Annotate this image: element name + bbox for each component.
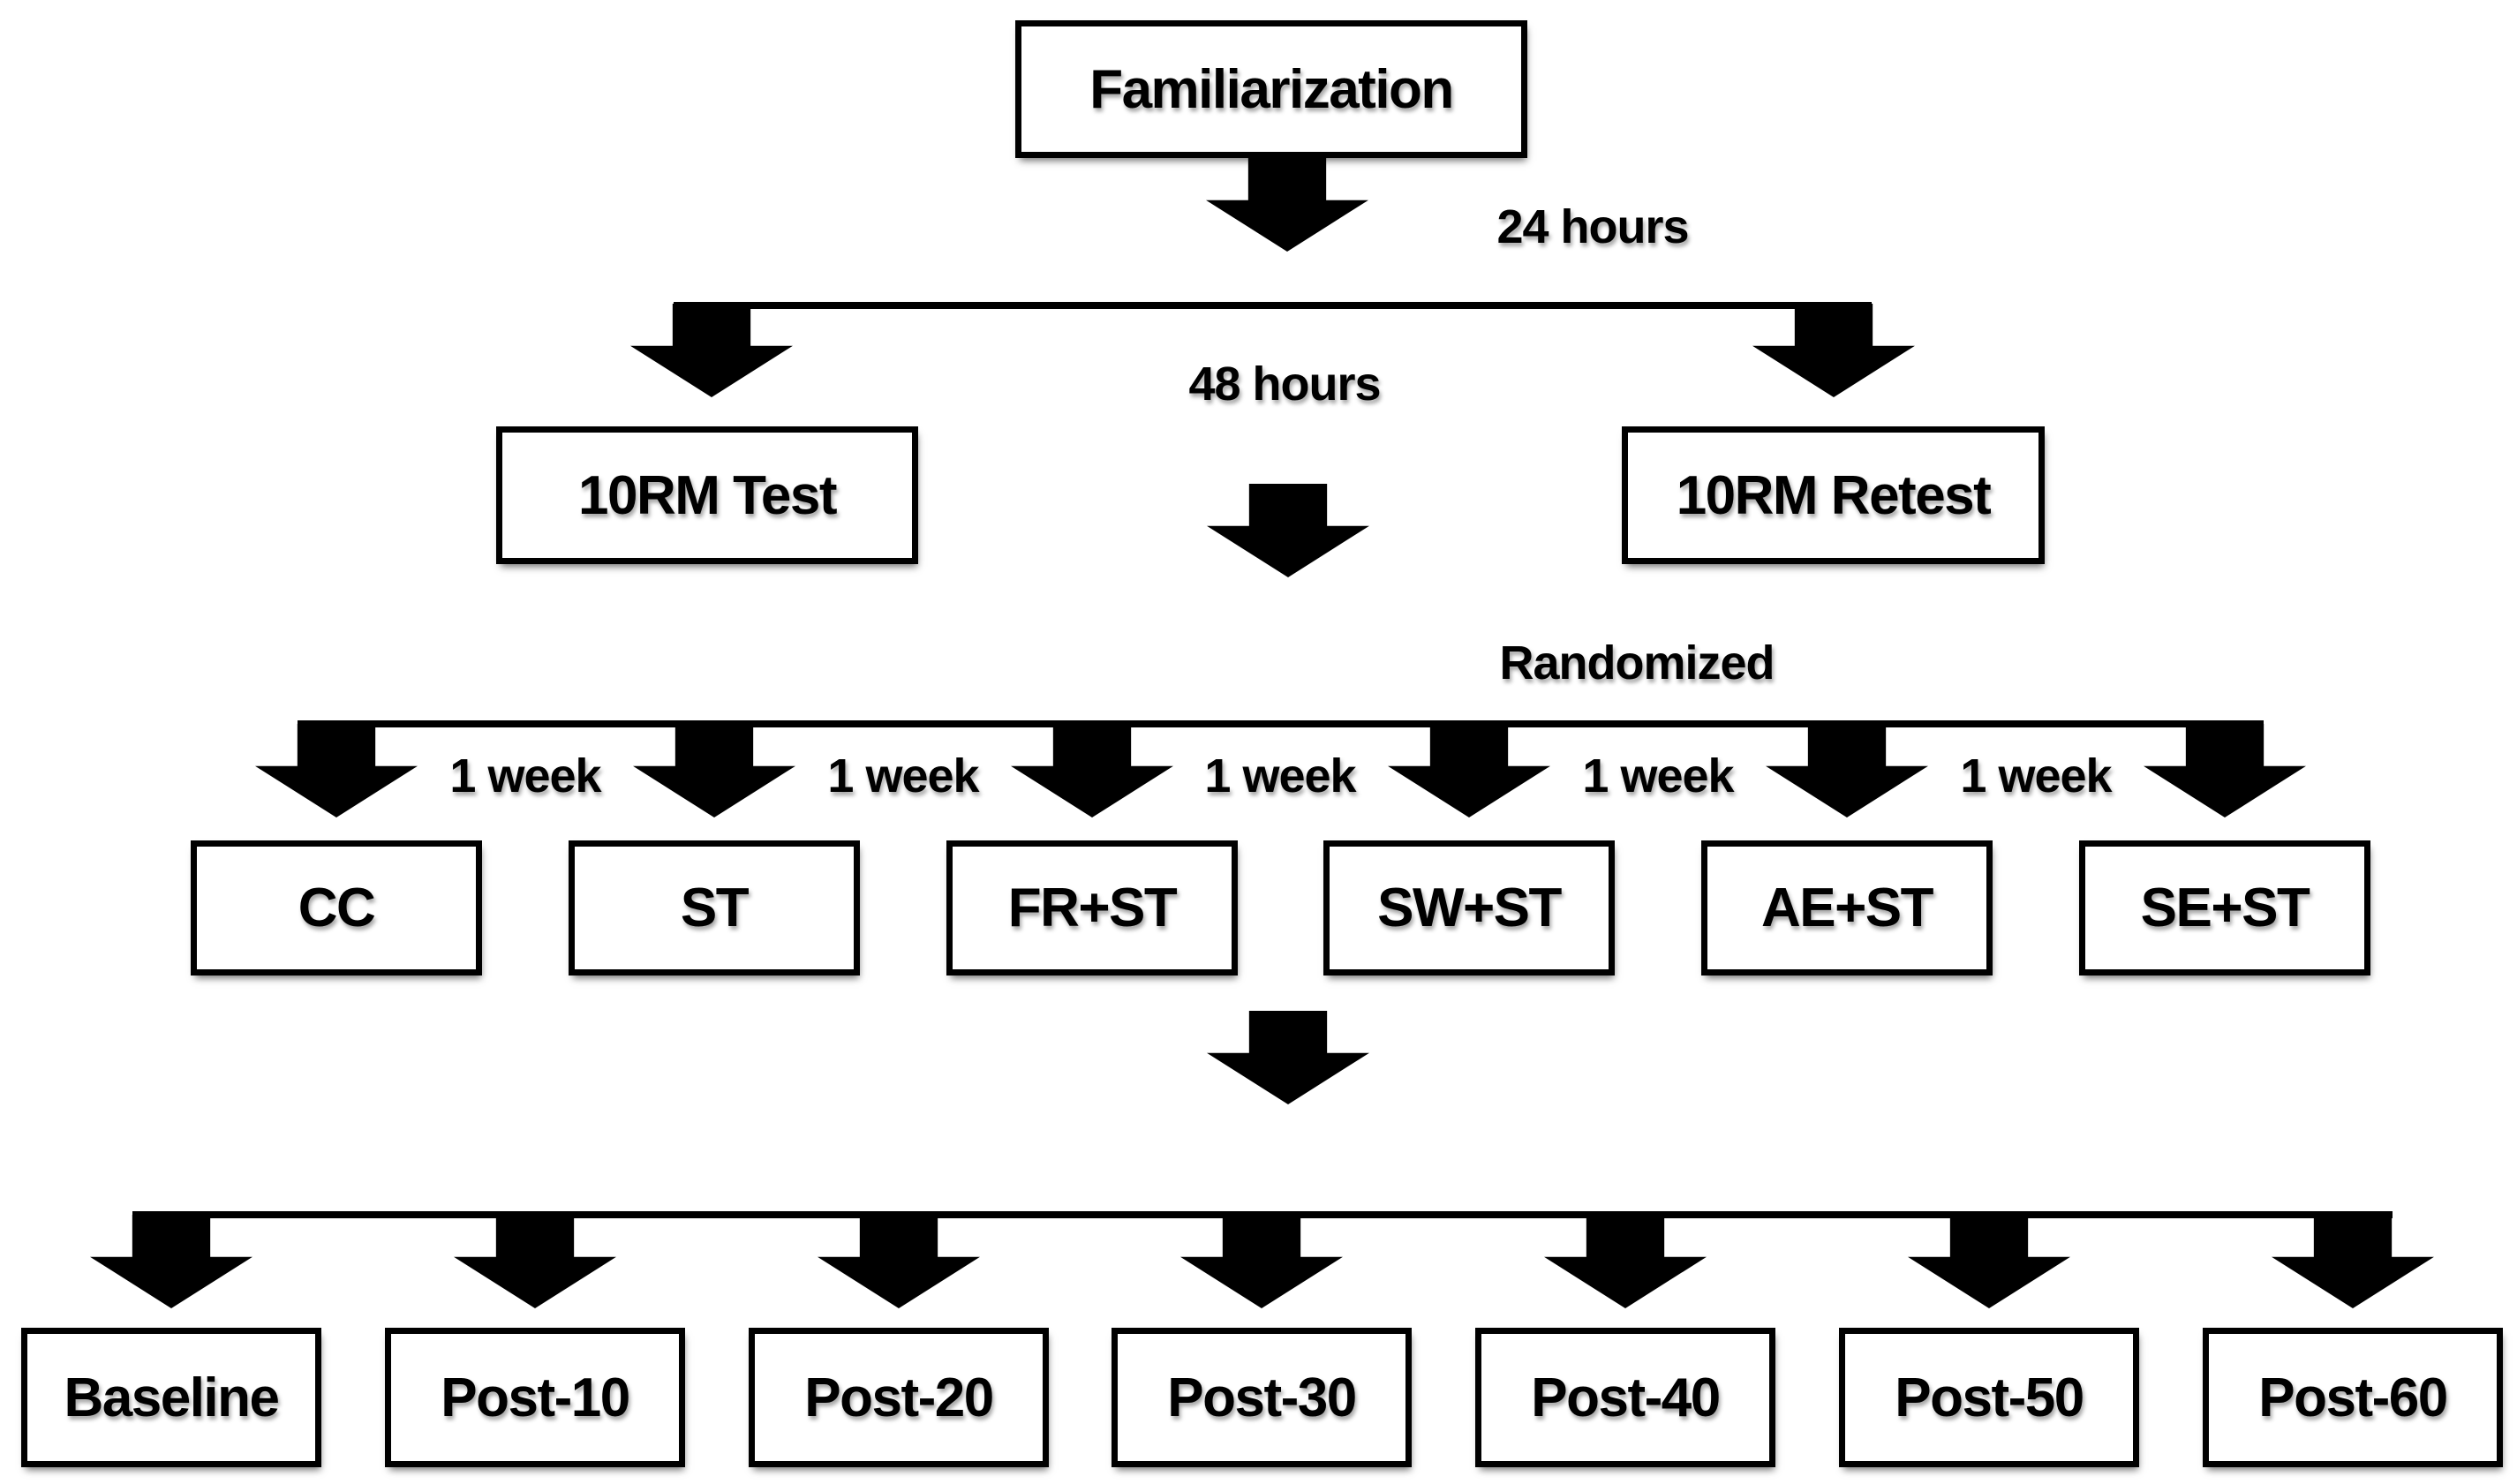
down-arrow-icon: [1180, 1215, 1343, 1308]
down-arrow-icon: [454, 1215, 616, 1308]
label-24-hours: 24 hours: [1496, 200, 1689, 253]
node-post-40: Post-40: [1475, 1328, 1775, 1467]
label-48-hours: 48 hours: [1188, 358, 1381, 411]
node-fr-st: FR+ST: [946, 840, 1238, 976]
down-arrow-icon: [630, 304, 793, 397]
node-10rm-retest: 10RM Retest: [1622, 426, 2045, 564]
branch-line-level2: [674, 302, 1872, 309]
label-1-week: 1 week: [827, 750, 979, 802]
down-arrow-icon: [1207, 484, 1369, 577]
label-1-week: 1 week: [1582, 750, 1734, 802]
node-post-60: Post-60: [2203, 1328, 2503, 1467]
node-post-10: Post-10: [385, 1328, 685, 1467]
down-arrow-icon: [1752, 304, 1915, 397]
down-arrow-icon: [818, 1215, 980, 1308]
node-post-30: Post-30: [1112, 1328, 1412, 1467]
node-post-20: Post-20: [749, 1328, 1049, 1467]
down-arrow-icon: [1908, 1215, 2070, 1308]
label-1-week: 1 week: [449, 750, 601, 802]
label-randomized: Randomized: [1499, 637, 1775, 689]
branch-line-level3: [298, 720, 2264, 727]
node-10rm-test: 10RM Test: [496, 426, 918, 564]
node-cc: CC: [191, 840, 482, 976]
node-se-st: SE+ST: [2079, 840, 2370, 976]
down-arrow-icon: [1206, 158, 1368, 252]
node-post-50: Post-50: [1839, 1328, 2139, 1467]
node-baseline: Baseline: [21, 1328, 321, 1467]
label-1-week: 1 week: [1204, 750, 1356, 802]
node-familiarization: Familiarization: [1015, 20, 1527, 158]
down-arrow-icon: [2272, 1215, 2434, 1308]
down-arrow-icon: [1207, 1011, 1369, 1104]
node-sw-st: SW+ST: [1323, 840, 1615, 976]
node-st: ST: [569, 840, 860, 976]
label-1-week: 1 week: [1960, 750, 2112, 802]
down-arrow-icon: [90, 1215, 252, 1308]
down-arrow-icon: [1544, 1215, 1707, 1308]
node-ae-st: AE+ST: [1701, 840, 1993, 976]
